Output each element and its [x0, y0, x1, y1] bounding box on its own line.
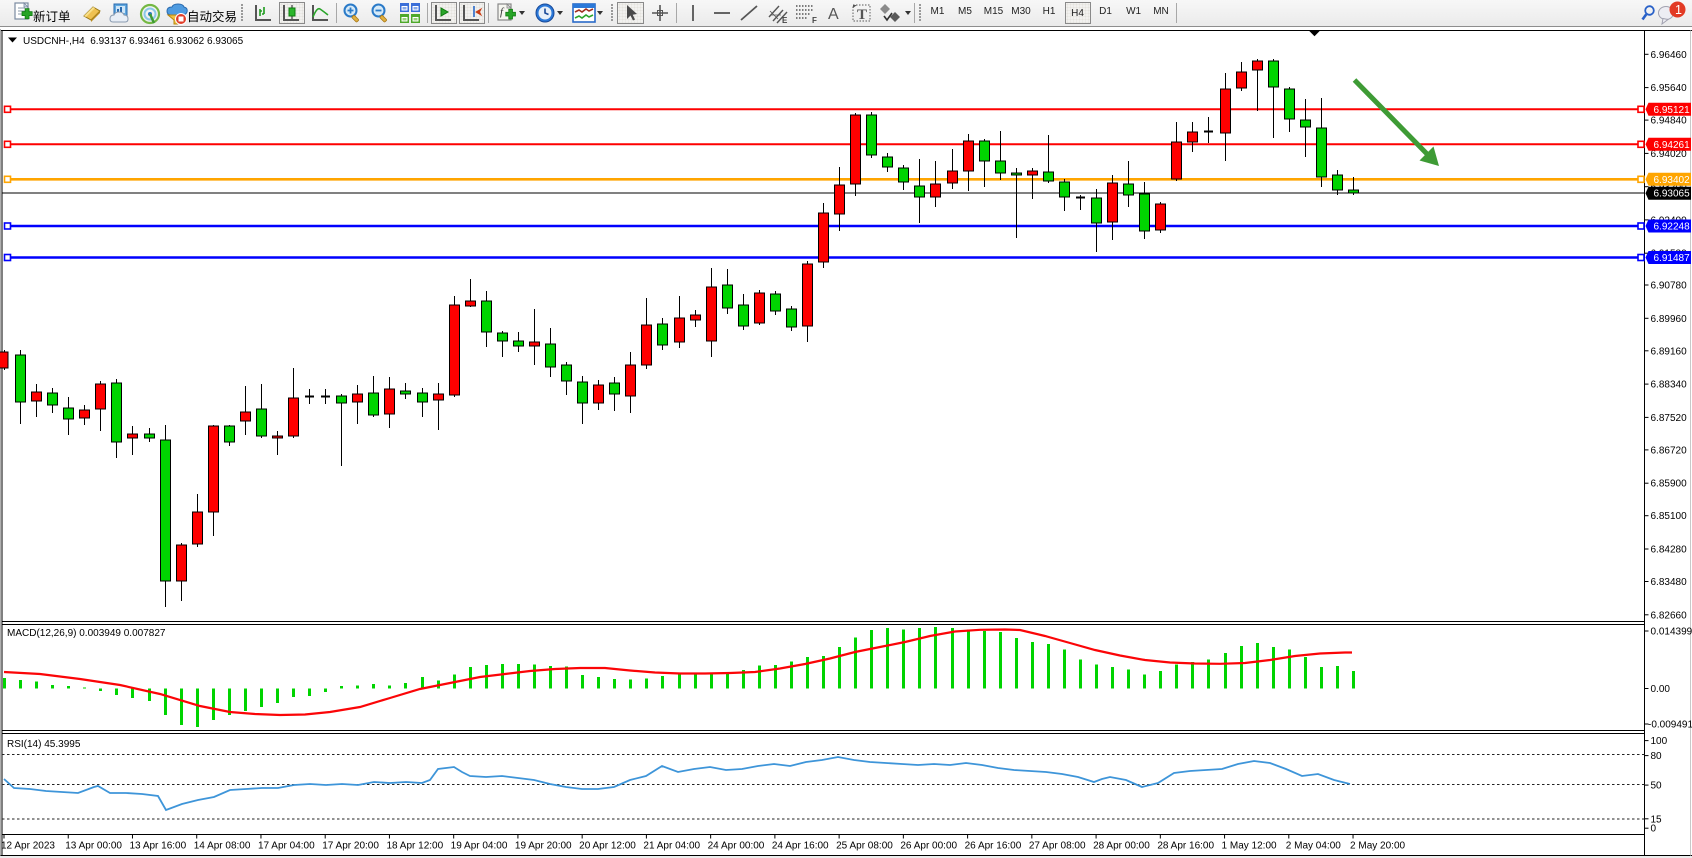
svg-text:17 Apr 04:00: 17 Apr 04:00 [258, 841, 315, 852]
svg-text:18 Apr 12:00: 18 Apr 12:00 [386, 841, 443, 852]
svg-text:24 Apr 00:00: 24 Apr 00:00 [708, 841, 765, 852]
svg-text:RSI(14) 45.3995: RSI(14) 45.3995 [7, 739, 81, 750]
svg-text:15: 15 [1651, 814, 1663, 825]
svg-text:6.87520: 6.87520 [1651, 413, 1688, 424]
svg-text:6.96460: 6.96460 [1651, 50, 1688, 61]
svg-text:25 Apr 08:00: 25 Apr 08:00 [836, 841, 893, 852]
svg-text:MACD(12,26,9) 0.003949 0.00782: MACD(12,26,9) 0.003949 0.007827 [7, 628, 166, 639]
svg-text:6.82660: 6.82660 [1651, 610, 1688, 621]
svg-text:80: 80 [1651, 751, 1663, 762]
svg-text:6.86720: 6.86720 [1651, 445, 1688, 456]
svg-text:100: 100 [1651, 736, 1668, 747]
svg-text:12 Apr 2023: 12 Apr 2023 [1, 841, 55, 852]
svg-text:1: 1 [1675, 3, 1682, 17]
svg-text:A: A [828, 6, 839, 23]
svg-text:6.90780: 6.90780 [1651, 281, 1688, 292]
svg-text:6.92248: 6.92248 [1654, 222, 1691, 233]
svg-text:-0.009491: -0.009491 [1648, 720, 1692, 731]
svg-text:6.88340: 6.88340 [1651, 380, 1688, 391]
svg-text:14 Apr 08:00: 14 Apr 08:00 [194, 841, 251, 852]
svg-text:0.014399: 0.014399 [1651, 627, 1692, 638]
svg-text:20 Apr 12:00: 20 Apr 12:00 [579, 841, 636, 852]
svg-text:13 Apr 00:00: 13 Apr 00:00 [65, 841, 122, 852]
svg-text:6.95121: 6.95121 [1654, 105, 1691, 116]
svg-text:6.89160: 6.89160 [1651, 346, 1688, 357]
svg-text:T: T [857, 7, 867, 23]
svg-text:26 Apr 00:00: 26 Apr 00:00 [900, 841, 957, 852]
svg-text:19 Apr 04:00: 19 Apr 04:00 [451, 841, 508, 852]
svg-text:19 Apr 20:00: 19 Apr 20:00 [515, 841, 572, 852]
svg-text:6.91487: 6.91487 [1654, 253, 1691, 264]
svg-text:6.85100: 6.85100 [1651, 511, 1688, 522]
svg-text:E: E [782, 16, 788, 24]
svg-text:6.89960: 6.89960 [1651, 314, 1688, 325]
svg-text:6.83480: 6.83480 [1651, 577, 1688, 588]
svg-text:28 Apr 16:00: 28 Apr 16:00 [1157, 841, 1214, 852]
svg-text:6.95640: 6.95640 [1651, 83, 1688, 94]
svg-text:27 Apr 08:00: 27 Apr 08:00 [1029, 841, 1086, 852]
svg-text:6.93402: 6.93402 [1654, 175, 1691, 186]
svg-text:24 Apr 16:00: 24 Apr 16:00 [772, 841, 829, 852]
svg-text:f: f [500, 6, 505, 18]
svg-text:6.84280: 6.84280 [1651, 545, 1688, 556]
svg-text:6.94840: 6.94840 [1651, 116, 1688, 127]
svg-text:0.00: 0.00 [1651, 684, 1671, 695]
svg-text:6.94261: 6.94261 [1654, 140, 1691, 151]
svg-text:17 Apr 20:00: 17 Apr 20:00 [322, 841, 379, 852]
svg-text:6.85900: 6.85900 [1651, 479, 1688, 490]
svg-text:USDCNH-,H4 6.93137 6.93461 6.: USDCNH-,H4 6.93137 6.93461 6.93062 6.930… [23, 36, 244, 47]
svg-text:6.94020: 6.94020 [1651, 149, 1688, 160]
svg-text:2 May 04:00: 2 May 04:00 [1286, 841, 1341, 852]
svg-text:13 Apr 16:00: 13 Apr 16:00 [129, 841, 186, 852]
svg-text:2 May 20:00: 2 May 20:00 [1350, 841, 1405, 852]
svg-text:6.93065: 6.93065 [1654, 189, 1691, 200]
svg-text:0: 0 [1651, 824, 1657, 835]
svg-text:26 Apr 16:00: 26 Apr 16:00 [965, 841, 1022, 852]
svg-text:50: 50 [1651, 781, 1663, 792]
svg-text:1 May 12:00: 1 May 12:00 [1222, 841, 1277, 852]
svg-text:F: F [812, 16, 817, 24]
svg-text:28 Apr 00:00: 28 Apr 00:00 [1093, 841, 1150, 852]
svg-text:21 Apr 04:00: 21 Apr 04:00 [643, 841, 700, 852]
